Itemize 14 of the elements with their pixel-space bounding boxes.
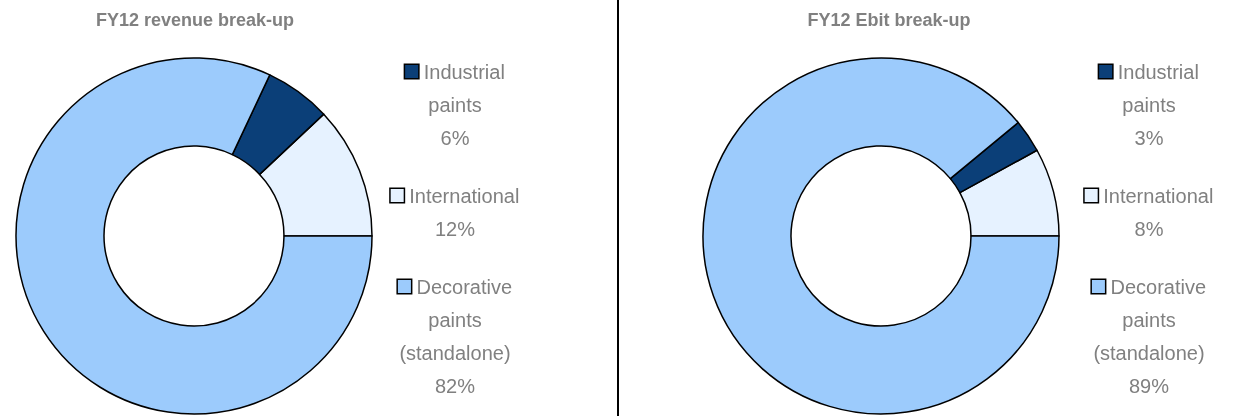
legend-label: Industrial paints: [1112, 60, 1199, 116]
legend-label: International: [1097, 184, 1214, 207]
legend-label: Decorative paints (standalone): [399, 275, 513, 364]
data-label: 6%: [440, 126, 470, 149]
chart-title: FY12 Ebit break-up: [807, 10, 971, 30]
data-label: 8%: [1134, 217, 1164, 240]
data-label: 3%: [1134, 126, 1164, 149]
chart-title: FY12 revenue break-up: [95, 10, 295, 30]
data-label: 12%: [434, 217, 476, 240]
legend-label: Decorative paints (standalone): [1093, 275, 1207, 364]
data-label: 89%: [1128, 374, 1170, 397]
data-label: 82%: [434, 374, 476, 397]
legend-label: International: [403, 184, 520, 207]
legend-label: Industrial paints: [418, 60, 505, 116]
